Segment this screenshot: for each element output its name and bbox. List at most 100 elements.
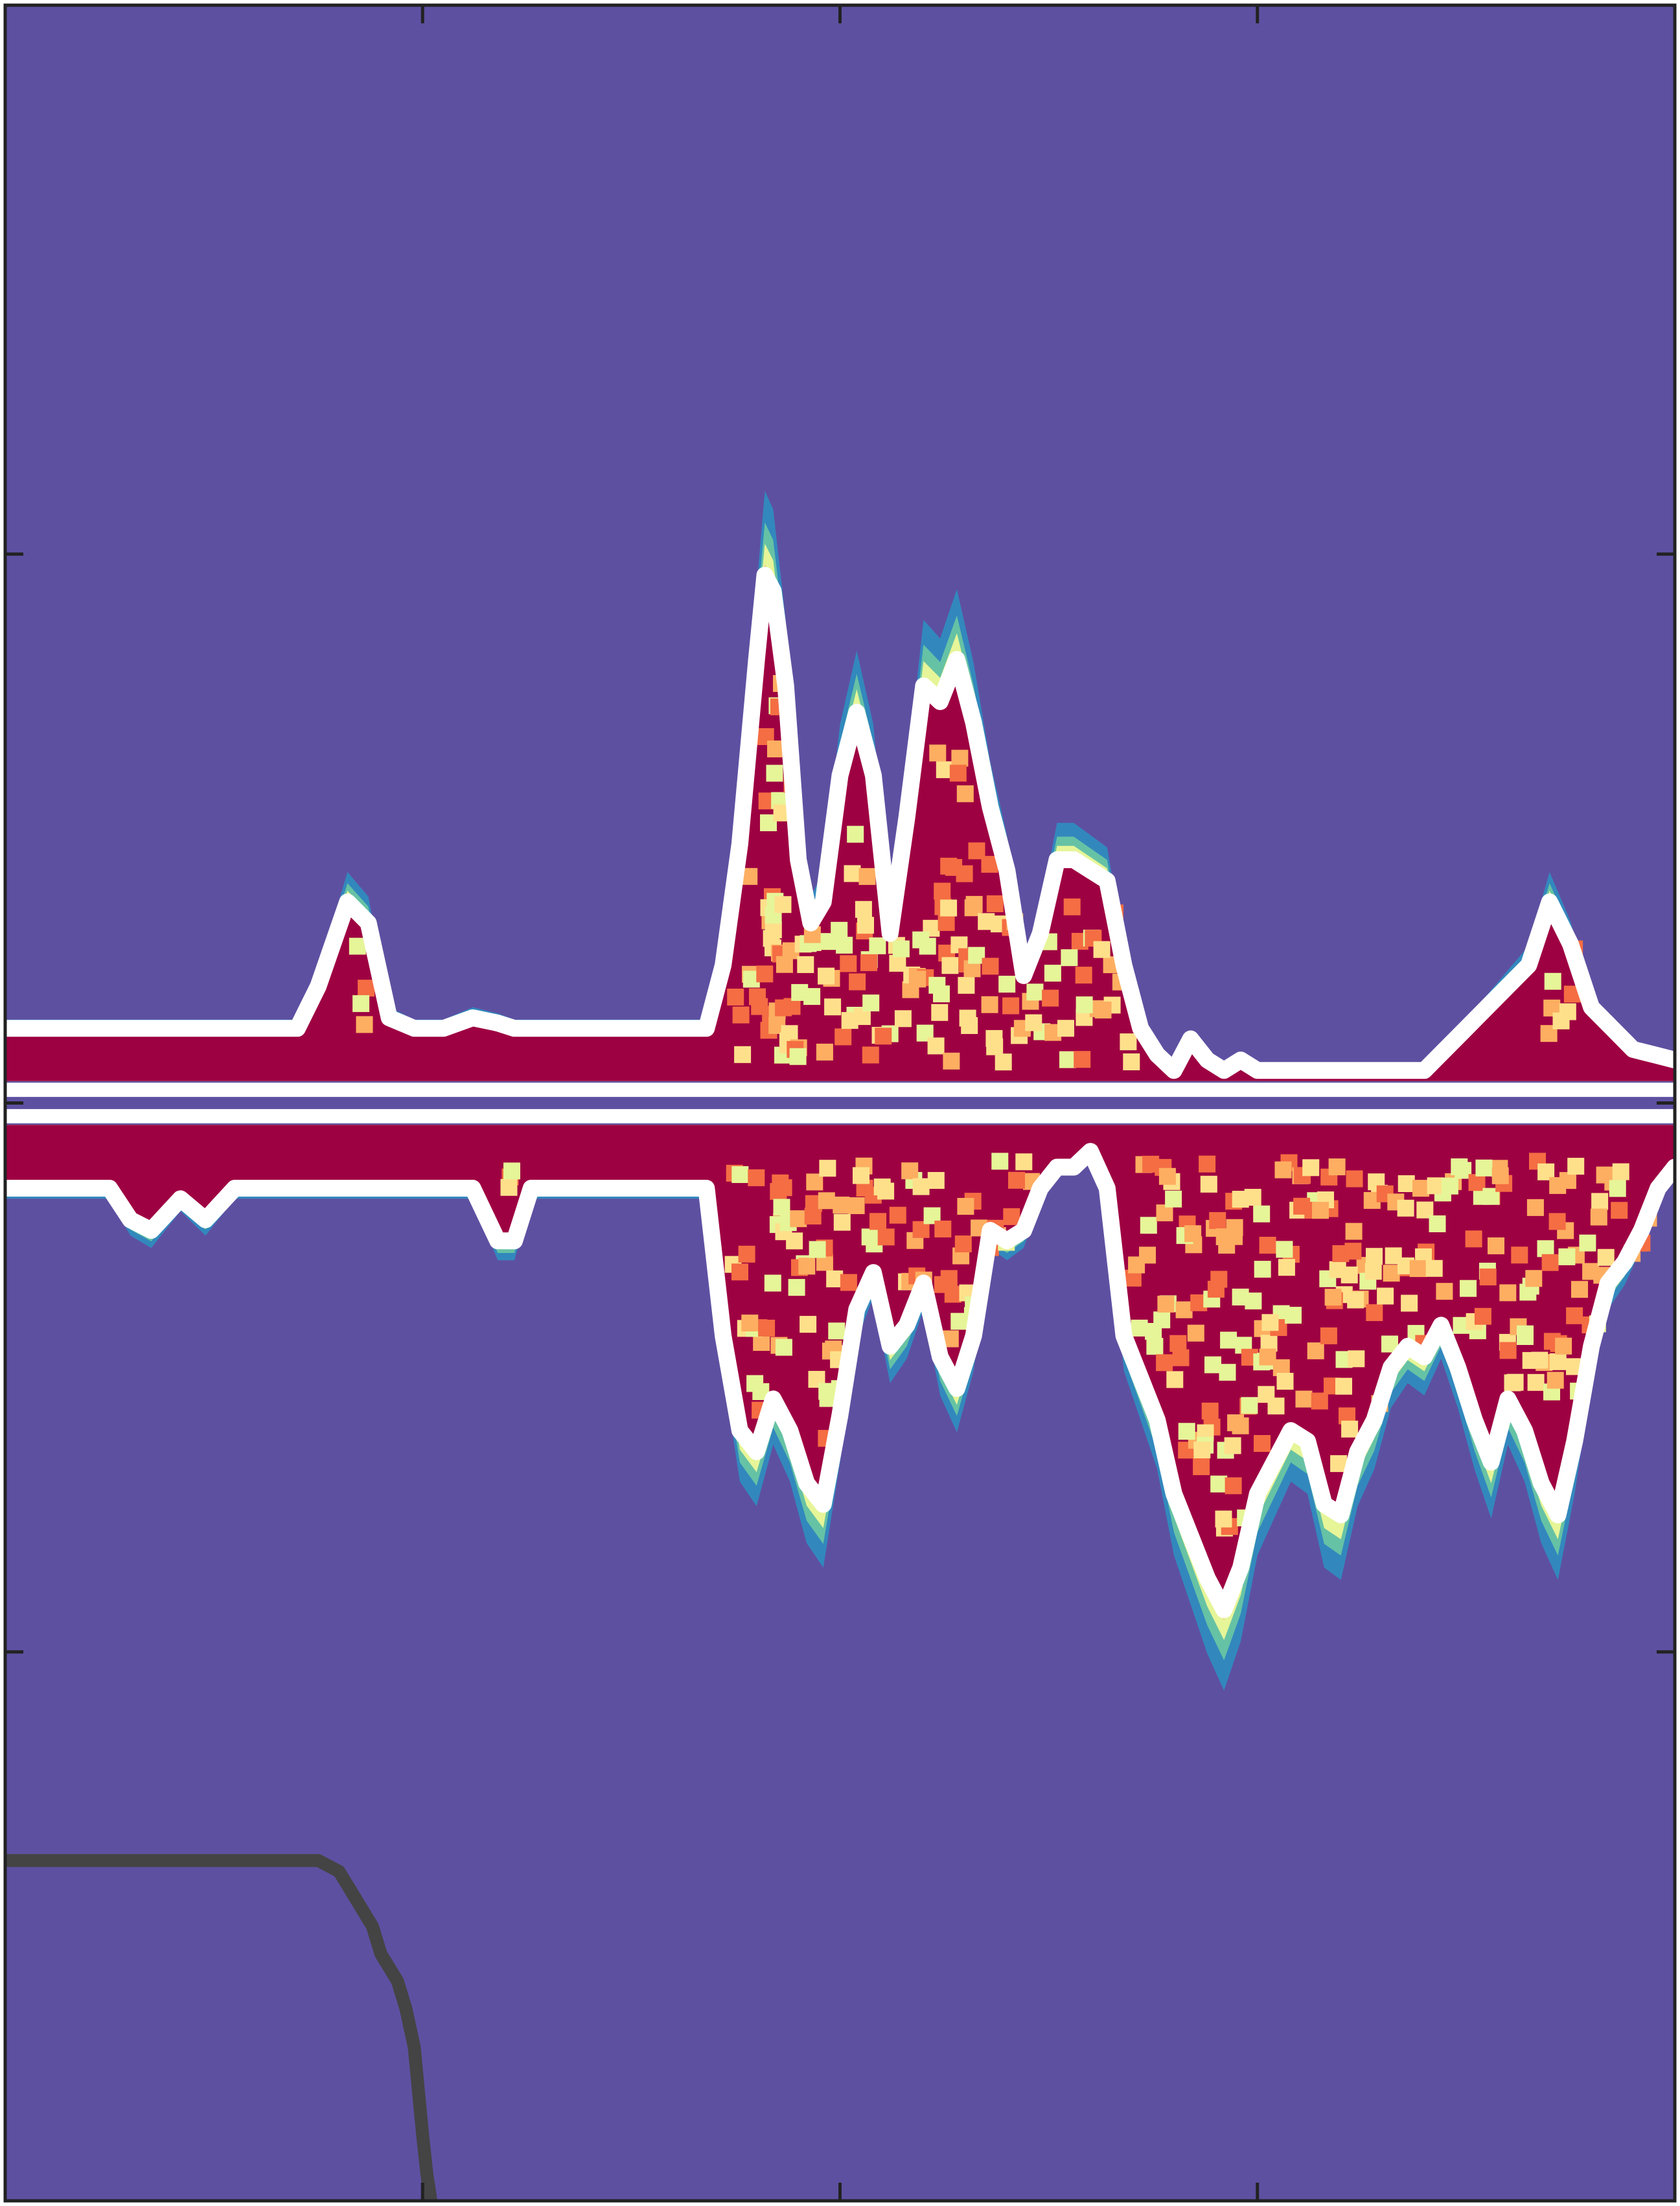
lower-band-speckle xyxy=(1184,1225,1202,1243)
lower-band-speckle xyxy=(1259,1237,1276,1254)
upper-band-speckle xyxy=(840,955,857,972)
lower-band-speckle xyxy=(731,1263,748,1281)
lower-band-speckle xyxy=(1531,1351,1548,1369)
lower-band-speckle xyxy=(1567,1158,1585,1175)
lower-band-speckle xyxy=(1324,1289,1342,1306)
upper-band-speckle xyxy=(834,1028,852,1046)
lower-band-speckle xyxy=(500,1178,518,1196)
upper-band-speckle xyxy=(1120,1033,1137,1051)
upper-band-speckle xyxy=(959,1009,976,1027)
upper-band-speckle xyxy=(892,940,910,958)
upper-band-speckle xyxy=(938,913,955,931)
lower-band-speckle xyxy=(1157,1295,1175,1313)
lower-band-speckle xyxy=(853,1167,869,1184)
lower-band-speckle xyxy=(901,1162,919,1180)
upper-band-speckle xyxy=(1002,997,1020,1015)
upper-band-contour xyxy=(0,566,1680,1079)
upper-band-speckle xyxy=(860,954,877,971)
lower-band-speckle xyxy=(788,1279,805,1296)
lower-band-speckle xyxy=(1499,1284,1517,1302)
upper-band-speckle xyxy=(1061,949,1078,967)
lower-band-speckle xyxy=(877,1228,895,1246)
upper-band-speckle xyxy=(781,1025,798,1042)
lower-band-speckle xyxy=(1566,1307,1583,1324)
upper-band-speckle xyxy=(789,1048,807,1065)
lower-band-speckle xyxy=(1547,1372,1564,1389)
upper-band-speckle xyxy=(836,936,853,954)
lower-band-speckle xyxy=(833,1197,850,1213)
lower-band-speckle xyxy=(1193,1458,1210,1475)
lower-band-speckle xyxy=(1397,1199,1414,1217)
upper-band-speckle xyxy=(803,988,821,1005)
lower-band-speckle xyxy=(954,1235,972,1252)
lower-band-speckle xyxy=(1366,1248,1383,1265)
lower-band-speckle xyxy=(1571,1281,1588,1298)
lower-band-speckle xyxy=(1347,1291,1364,1309)
lower-band-speckle xyxy=(738,1245,755,1263)
lower-band-speckle xyxy=(773,1199,790,1216)
lower-band-speckle xyxy=(1295,1390,1313,1408)
upper-band-speckle xyxy=(849,973,866,991)
lower-band-speckle xyxy=(826,1270,844,1287)
upper-band-speckle xyxy=(756,965,774,983)
lower-band-speckle xyxy=(1328,1158,1346,1176)
lower-band-speckle xyxy=(1204,1356,1221,1373)
upper-band-speckle xyxy=(889,954,906,972)
upper-band-speckle xyxy=(933,985,950,1003)
lower-band-speckle xyxy=(1479,1269,1497,1285)
lower-band-speckle xyxy=(1345,1223,1363,1240)
upper-band-speckle xyxy=(1123,1053,1140,1070)
lower-band-speckle xyxy=(1549,1353,1567,1370)
lower-band-speckle xyxy=(1590,1208,1607,1226)
upper-band-speckle xyxy=(862,1046,879,1064)
lower-band-speckle xyxy=(833,1213,851,1231)
lower-band-speckle xyxy=(1187,1324,1204,1342)
boundary-curve xyxy=(5,1854,437,2202)
lower-band-speckle xyxy=(1609,1180,1626,1197)
upper-band-speckle xyxy=(858,867,876,885)
lower-band-speckle xyxy=(1597,1248,1615,1266)
lower-band-speckle xyxy=(840,1274,857,1291)
lower-band-speckle xyxy=(1409,1260,1427,1278)
lower-band-speckle xyxy=(1215,1510,1232,1528)
upper-band-speckle xyxy=(956,785,974,803)
upper-band-speckle xyxy=(1094,1002,1112,1018)
lower-band-speckle xyxy=(786,1232,803,1250)
lower-band-speckle xyxy=(1559,1172,1576,1189)
lower-band-speckle xyxy=(1335,1377,1352,1395)
lower-band-speckle xyxy=(1172,1349,1190,1366)
upper-band-speckle xyxy=(356,1016,373,1033)
lower-band-speckle xyxy=(1209,1212,1226,1229)
lower-band-speckle xyxy=(1436,1283,1453,1300)
upper-band-speckle xyxy=(949,764,967,782)
lower-band-speckle xyxy=(1516,1328,1534,1345)
lower-band-speckle xyxy=(1499,1342,1517,1359)
upper-band-speckle xyxy=(1025,1014,1042,1031)
lower-band-speckle xyxy=(1146,1338,1164,1355)
upper-band-speckle xyxy=(775,999,792,1017)
upper-band-speckle xyxy=(869,937,886,954)
lower-band-speckle xyxy=(957,1198,974,1215)
lower-band-speckle xyxy=(1307,1342,1324,1360)
lower-band-speckle xyxy=(731,1166,749,1183)
lower-band-speckle xyxy=(934,1221,952,1237)
upper-band-speckle xyxy=(734,1046,752,1063)
upper-band-speckle xyxy=(956,865,973,882)
lower-band-speckle xyxy=(1253,1205,1271,1223)
lower-band-speckle xyxy=(790,1210,807,1228)
upper-band-speckle xyxy=(998,976,1016,993)
lower-band-speckle xyxy=(1224,1437,1241,1454)
lower-band-speckle xyxy=(1278,1259,1295,1276)
lower-band-speckle xyxy=(1465,1230,1482,1248)
upper-band-speckle xyxy=(1026,983,1044,1001)
lower-band-speckle xyxy=(1210,1475,1228,1493)
upper-band-speckle xyxy=(934,882,951,900)
upper-band-speckle xyxy=(844,865,861,882)
lower-band-speckle xyxy=(1276,1373,1294,1390)
lower-band-speckle xyxy=(1201,1403,1219,1419)
lower-band-speckle xyxy=(1401,1294,1418,1312)
upper-band-speckle xyxy=(929,744,947,762)
upper-band-speckle xyxy=(1552,1012,1570,1029)
lower-band-speckle xyxy=(1320,1327,1337,1344)
upper-band-speckle xyxy=(749,988,766,1005)
